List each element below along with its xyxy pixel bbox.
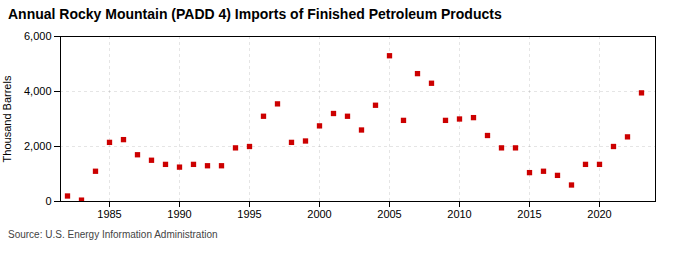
svg-text:2005: 2005 [377, 208, 401, 220]
svg-text:2,000: 2,000 [24, 140, 52, 152]
svg-text:4,000: 4,000 [24, 85, 52, 97]
svg-text:2020: 2020 [587, 208, 611, 220]
svg-text:2010: 2010 [447, 208, 471, 220]
svg-text:Thousand Barrels: Thousand Barrels [1, 75, 13, 162]
svg-text:0: 0 [45, 195, 51, 207]
svg-text:2015: 2015 [517, 208, 541, 220]
svg-text:6,000: 6,000 [24, 30, 52, 42]
svg-text:1990: 1990 [167, 208, 191, 220]
svg-text:1985: 1985 [97, 208, 121, 220]
svg-text:1995: 1995 [237, 208, 261, 220]
html-text:Annual Rocky Mountain (PADD 4): Annual Rocky Mountain (PADD 4) Imports o… [8, 6, 502, 22]
svg-text:2000: 2000 [307, 208, 331, 220]
html-text:Source: U.S. Energy Informatio: Source: U.S. Energy Information Administ… [8, 229, 218, 240]
